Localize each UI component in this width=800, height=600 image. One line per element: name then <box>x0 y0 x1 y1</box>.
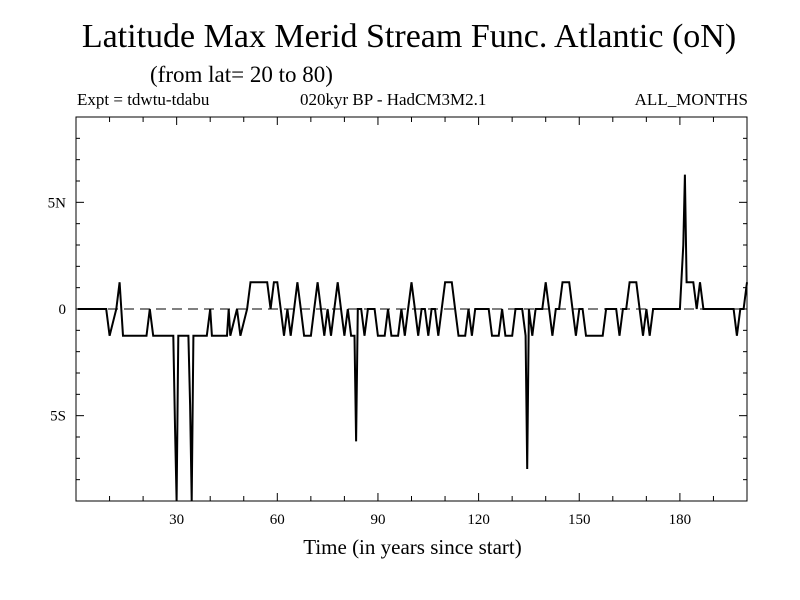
chart-title: Latitude Max Merid Stream Func. Atlantic… <box>81 18 737 55</box>
months-label: ALL_MONTHS <box>634 90 748 109</box>
x-axis-label: Time (in years since start) <box>303 535 522 559</box>
tick-labels: 30 60 90 120 150 180 5N 0 5S <box>48 195 691 528</box>
chart-subtitle: (from lat= 20 to 80) <box>150 62 333 87</box>
y-tick-label: 5N <box>48 195 67 211</box>
y-tick-label: 0 <box>59 302 67 318</box>
x-tick-label: 90 <box>370 512 385 528</box>
experiment-label: Expt = tdwtu-tdabu <box>77 90 210 109</box>
model-label: 020kyr BP - HadCM3M2.1 <box>300 90 487 109</box>
series-line <box>77 174 748 502</box>
x-tick-label: 150 <box>568 512 591 528</box>
y-tick-label: 5S <box>50 409 66 425</box>
x-tick-label: 60 <box>270 512 285 528</box>
x-tick-label: 30 <box>169 512 184 528</box>
x-tick-label: 120 <box>467 512 490 528</box>
x-tick-label: 180 <box>669 512 692 528</box>
